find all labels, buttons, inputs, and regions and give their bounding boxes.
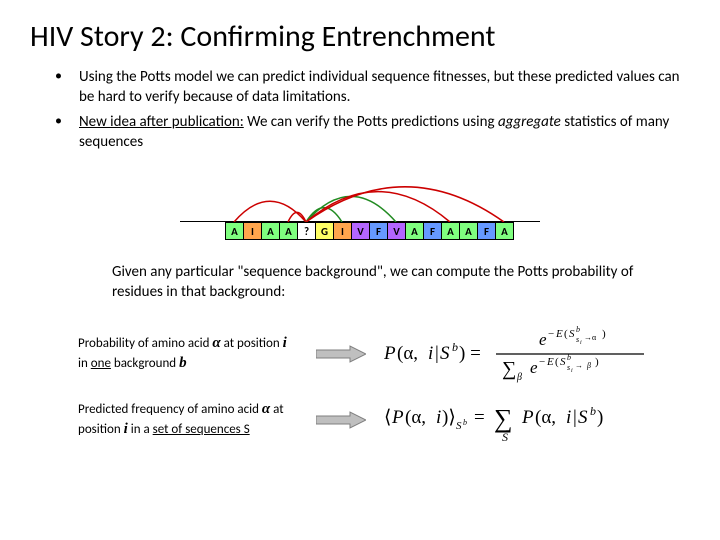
svg-text:(: (: [564, 328, 568, 340]
sequence-cell: A: [262, 222, 280, 240]
sequence-cell: A: [442, 222, 460, 240]
svg-text:⟨: ⟨: [384, 407, 391, 428]
sequence-cell: A: [460, 222, 478, 240]
svg-text:|: |: [573, 407, 577, 428]
svg-text:(α,: (α,: [535, 407, 556, 428]
svg-text:b: b: [452, 340, 458, 354]
svg-text:P: P: [521, 407, 534, 428]
svg-text:S: S: [440, 343, 450, 364]
svg-text:e: e: [539, 330, 547, 349]
svg-text:E: E: [546, 356, 554, 368]
svg-text:s: s: [567, 363, 570, 372]
svg-text:) =: ) =: [459, 343, 481, 364]
eq2-formula: ⟨ P (α, i )⟩ S b = ∑ S P (α, i | S b ): [384, 397, 690, 443]
svg-text:s: s: [576, 335, 579, 344]
svg-text:e: e: [530, 358, 538, 377]
sequence-cell: I: [334, 222, 352, 240]
bullet-text: Using the Potts model we can predict ind…: [79, 67, 680, 108]
caption-text: Given any particular "sequence backgroun…: [0, 244, 720, 303]
eq2-label: Predicted frequency of amino acid α at p…: [78, 400, 298, 439]
svg-text:→: →: [575, 361, 583, 370]
svg-text:P: P: [384, 343, 396, 364]
svg-text:→α: →α: [584, 333, 597, 342]
sequence-diagram: AIAA?GIVFVAFAAFA: [180, 170, 540, 240]
svg-text:∑: ∑: [502, 358, 516, 380]
svg-text:b: b: [576, 325, 580, 334]
svg-text:i: i: [580, 340, 582, 346]
svg-text:S: S: [569, 328, 575, 340]
sequence-cell: G: [316, 222, 334, 240]
svg-text:S: S: [502, 430, 508, 443]
svg-text:b: b: [590, 404, 596, 418]
svg-text:i: i: [566, 407, 571, 428]
svg-text:β: β: [516, 372, 522, 383]
sequence-cell: A: [496, 222, 514, 240]
svg-text:): ): [597, 407, 603, 428]
arrow-icon: [316, 410, 366, 430]
svg-text:E: E: [555, 328, 563, 340]
bullet-list: • Using the Potts model we can predict i…: [0, 65, 720, 152]
svg-text:(α,: (α,: [405, 407, 426, 428]
sequence-row: AIAA?GIVFVAFAAFA: [225, 222, 514, 240]
svg-text:i: i: [571, 368, 573, 374]
arrow-icon: [316, 344, 366, 364]
sequence-cell: F: [478, 222, 496, 240]
sequence-cell: F: [370, 222, 388, 240]
eq1-formula: P (α, i | S b ) = e − E ( S b s i →α ) ∑…: [384, 325, 690, 383]
sequence-cell: A: [280, 222, 298, 240]
svg-text:(: (: [555, 356, 559, 368]
slide-title: HIV Story 2: Confirming Entrenchment: [0, 0, 720, 65]
sequence-cell: V: [352, 222, 370, 240]
svg-text:S: S: [560, 356, 566, 368]
equation-block-2: Predicted frequency of amino acid α at p…: [0, 383, 720, 443]
bullet-underline: New idea after publication:: [79, 113, 244, 131]
svg-text:)⟩: )⟩: [442, 407, 456, 428]
svg-text:(α,: (α,: [397, 343, 418, 364]
svg-text:): ): [595, 356, 599, 368]
svg-text:S: S: [578, 407, 588, 428]
bullet-item: • Using the Potts model we can predict i…: [55, 67, 680, 108]
svg-text:−: −: [548, 328, 554, 340]
bullet-marker: •: [55, 112, 79, 153]
svg-text:−: −: [539, 356, 545, 368]
bullet-text: New idea after publication: We can verif…: [79, 112, 680, 153]
sequence-cell: A: [226, 222, 244, 240]
svg-text:b: b: [567, 353, 571, 362]
svg-text:=: =: [474, 407, 485, 428]
svg-text:P: P: [391, 407, 404, 428]
sequence-cell: F: [424, 222, 442, 240]
sequence-cell: A: [406, 222, 424, 240]
eq1-label: Probability of amino acid α at position …: [78, 334, 298, 373]
equation-block-1: Probability of amino acid α at position …: [0, 303, 720, 383]
svg-text:i: i: [428, 343, 433, 364]
svg-text:i: i: [436, 407, 441, 428]
sequence-cell: I: [244, 222, 262, 240]
sequence-cell: V: [388, 222, 406, 240]
bullet-marker: •: [55, 67, 79, 108]
svg-text:|: |: [435, 343, 439, 364]
svg-text:∑: ∑: [494, 404, 513, 433]
sequence-cell: ?: [298, 222, 316, 240]
svg-text:β: β: [586, 361, 591, 370]
svg-text:S: S: [456, 420, 462, 432]
svg-text:): ): [602, 328, 606, 340]
svg-text:b: b: [463, 418, 467, 427]
bullet-item: • New idea after publication: We can ver…: [55, 112, 680, 153]
